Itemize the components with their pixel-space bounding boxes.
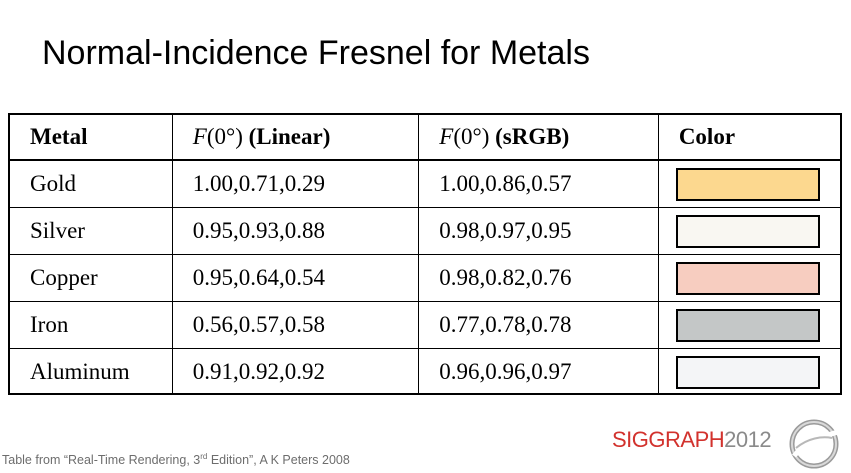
slide-title: Normal-Incidence Fresnel for Metals	[42, 34, 590, 72]
table-row: Gold 1.00,0.71,0.29 1.00,0.86,0.57	[10, 159, 840, 208]
color-cell	[657, 159, 840, 208]
source-citation: Table from “Real-Time Rendering, 3rd Edi…	[2, 452, 350, 467]
metal-name: Iron	[10, 301, 173, 349]
color-swatch	[675, 308, 820, 342]
color-cell	[657, 207, 840, 255]
siggraph-swirl-icon	[789, 419, 839, 469]
citation-superscript: rd	[200, 452, 208, 461]
citation-prefix: Table from “Real-Time Rendering, 3	[2, 453, 201, 468]
color-swatch	[675, 355, 820, 389]
header-linear-f: F	[192, 124, 207, 149]
color-swatch	[675, 261, 820, 295]
table-row: Iron 0.56,0.57,0.58 0.77,0.78,0.78	[10, 301, 840, 349]
siggraph-logo: SIGGRAPH2012	[612, 427, 772, 461]
header-linear-label: (Linear)	[248, 124, 331, 149]
srgb-value: 1.00,0.86,0.57	[418, 159, 659, 208]
linear-value: 1.00,0.71,0.29	[171, 159, 420, 208]
linear-value: 0.95,0.93,0.88	[171, 207, 420, 255]
metal-name: Silver	[10, 207, 173, 255]
citation-suffix: Edition”, A K Peters 2008	[207, 453, 350, 468]
logo-word: SIGGRAPH	[612, 427, 725, 452]
header-srgb: F(0°) (sRGB)	[418, 115, 659, 161]
linear-value: 0.95,0.64,0.54	[171, 254, 420, 302]
header-srgb-arg: (0°)	[453, 124, 490, 149]
color-cell	[657, 348, 840, 395]
header-metal: Metal	[10, 115, 173, 161]
color-cell	[657, 254, 840, 302]
color-swatch	[675, 167, 820, 201]
table-header-row: Metal F(0°) (Linear) F(0°) (sRGB) Color	[10, 115, 840, 161]
header-color: Color	[657, 115, 840, 161]
srgb-value: 0.77,0.78,0.78	[418, 301, 659, 349]
header-linear-arg: (0°)	[206, 124, 243, 149]
srgb-value: 0.96,0.96,0.97	[418, 348, 659, 395]
metal-name: Aluminum	[10, 348, 173, 395]
header-linear: F(0°) (Linear)	[171, 115, 420, 161]
metal-name: Gold	[10, 159, 173, 208]
linear-value: 0.91,0.92,0.92	[171, 348, 420, 395]
table-row: Copper 0.95,0.64,0.54 0.98,0.82,0.76	[10, 254, 840, 302]
srgb-value: 0.98,0.97,0.95	[418, 207, 659, 255]
metal-name: Copper	[10, 254, 173, 302]
table-row: Silver 0.95,0.93,0.88 0.98,0.97,0.95	[10, 207, 840, 255]
header-srgb-label: (sRGB)	[495, 124, 570, 149]
linear-value: 0.56,0.57,0.58	[171, 301, 420, 349]
table-row: Aluminum 0.91,0.92,0.92 0.96,0.96,0.97	[10, 348, 840, 395]
logo-year: 2012	[724, 427, 772, 452]
srgb-value: 0.98,0.82,0.76	[418, 254, 659, 302]
fresnel-table: Metal F(0°) (Linear) F(0°) (sRGB) Color …	[8, 113, 842, 395]
color-cell	[657, 301, 840, 349]
header-srgb-f: F	[439, 124, 454, 149]
color-swatch	[675, 214, 820, 248]
